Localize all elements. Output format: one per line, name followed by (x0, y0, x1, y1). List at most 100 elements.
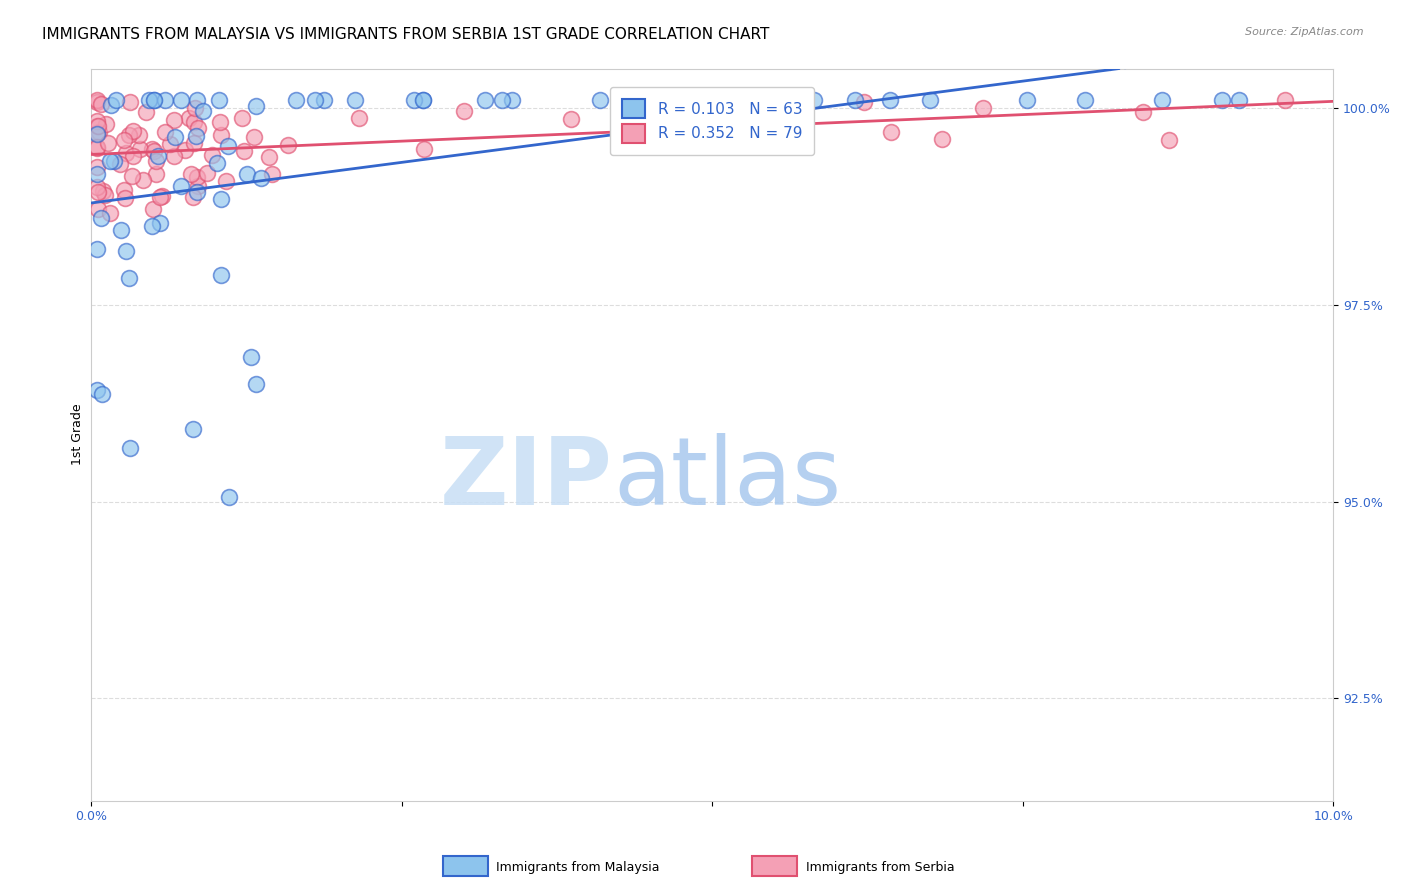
Point (86, 126, 108, 140)
Text: IMMIGRANTS FROM MALAYSIA VS IMMIGRANTS FROM SERBIA 1ST GRADE CORRELATION CHART: IMMIGRANTS FROM MALAYSIA VS IMMIGRANTS F… (42, 27, 769, 42)
Point (347, 112, 370, 126)
Point (170, 93, 193, 107)
Point (86, 113, 108, 128)
Point (1159, 133, 1181, 147)
Point (86, 93, 108, 107)
Point (86, 141, 108, 155)
Point (195, 166, 218, 180)
Point (215, 174, 238, 188)
Point (87, 119, 110, 133)
Legend: R = 0.103   N = 63, R = 0.352   N = 79: R = 0.103 N = 63, R = 0.352 N = 79 (610, 87, 814, 155)
Point (114, 191, 136, 205)
Point (87, 185, 110, 199)
Point (141, 219, 163, 233)
Point (173, 143, 195, 157)
Point (193, 104, 215, 119)
Point (118, 128, 141, 142)
Point (412, 93, 434, 107)
Point (86, 120, 108, 134)
Point (695, 93, 717, 107)
Point (186, 128, 208, 143)
Point (177, 111, 200, 125)
Text: Immigrants from Malaysia: Immigrants from Malaysia (496, 861, 659, 873)
Point (245, 99, 267, 113)
Point (217, 138, 239, 153)
Point (97, 136, 120, 150)
Point (128, 128, 150, 143)
Point (304, 93, 326, 107)
Point (94, 187, 117, 202)
Point (765, 98, 787, 112)
Text: Immigrants from Serbia: Immigrants from Serbia (806, 861, 955, 873)
Point (142, 202, 165, 216)
Point (1073, 93, 1095, 107)
Point (1227, 93, 1250, 107)
Point (879, 93, 901, 107)
Point (249, 171, 271, 186)
Point (98, 153, 121, 168)
Point (122, 124, 145, 138)
Point (209, 128, 232, 143)
Point (412, 142, 434, 156)
Point (474, 93, 496, 107)
Point (153, 125, 176, 139)
Point (209, 192, 232, 206)
Point (163, 113, 186, 128)
Point (163, 130, 186, 145)
Point (90, 211, 112, 225)
Point (231, 111, 253, 125)
Point (186, 93, 208, 107)
Point (86, 140, 108, 154)
Point (186, 170, 208, 185)
Point (142, 93, 165, 107)
Point (159, 136, 181, 151)
Point (145, 153, 167, 168)
Point (118, 95, 141, 109)
Point (142, 93, 165, 107)
Point (218, 491, 240, 505)
Point (187, 121, 209, 136)
Point (108, 157, 131, 171)
Point (931, 131, 953, 145)
Point (972, 101, 994, 115)
Point (1132, 105, 1154, 120)
Point (1274, 93, 1296, 107)
Point (1017, 93, 1039, 107)
Point (880, 125, 903, 139)
Point (100, 97, 122, 112)
Point (86, 179, 108, 194)
Point (634, 93, 657, 107)
Point (163, 149, 186, 163)
Point (560, 112, 582, 127)
Point (145, 167, 167, 181)
Point (115, 244, 138, 259)
Point (87, 202, 110, 216)
Point (257, 150, 280, 164)
Point (1211, 93, 1233, 107)
Point (181, 190, 204, 204)
Point (118, 270, 141, 285)
Point (187, 179, 209, 194)
Point (183, 101, 205, 115)
Point (501, 93, 523, 107)
Point (844, 93, 866, 107)
Point (453, 104, 475, 119)
Point (209, 268, 232, 282)
Point (240, 351, 263, 365)
Text: atlas: atlas (613, 433, 841, 524)
Point (343, 93, 366, 107)
Point (121, 169, 143, 184)
Point (115, 145, 138, 160)
Point (491, 93, 513, 107)
Point (94, 117, 117, 131)
Text: Source: ZipAtlas.com: Source: ZipAtlas.com (1246, 27, 1364, 37)
Point (232, 145, 254, 159)
Point (183, 136, 205, 151)
Point (700, 93, 723, 107)
Point (91, 387, 114, 401)
Point (131, 173, 153, 187)
Point (148, 149, 170, 163)
Point (98, 206, 121, 220)
Point (103, 154, 125, 169)
Point (90, 96, 112, 111)
